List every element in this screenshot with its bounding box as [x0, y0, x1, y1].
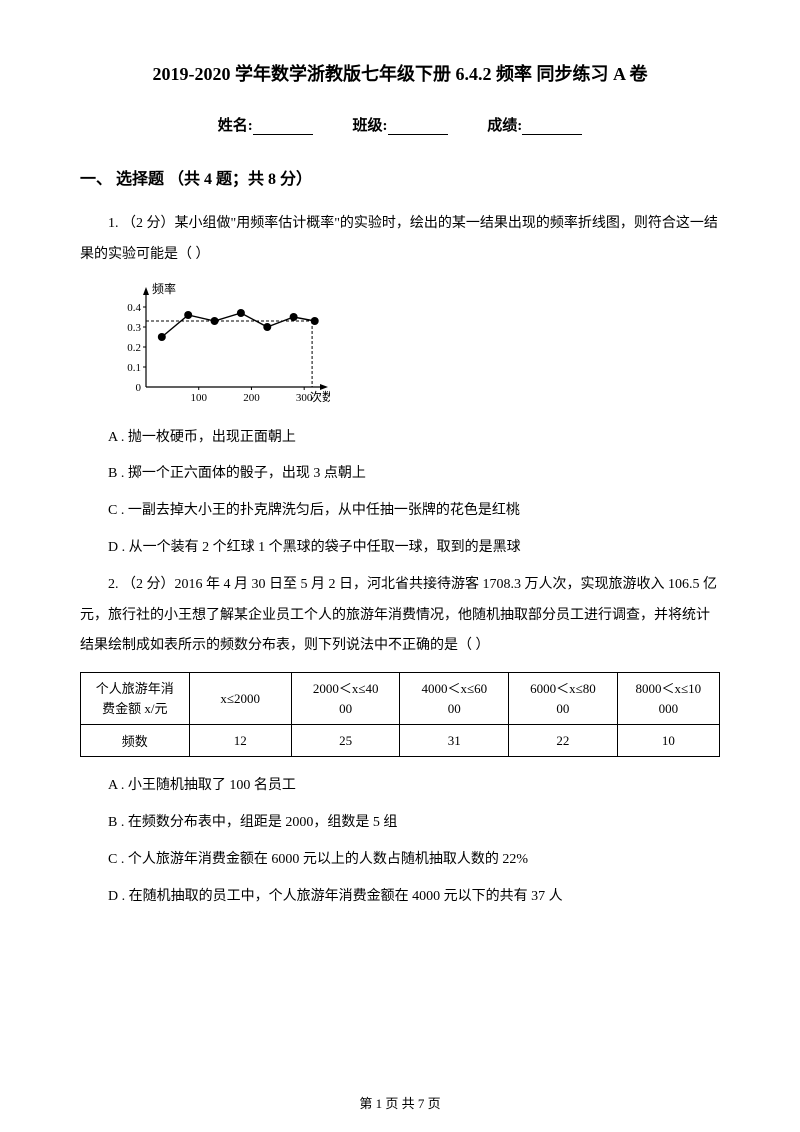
table-cell: 10	[617, 725, 719, 757]
class-blank[interactable]	[388, 121, 448, 135]
table-cell: 31	[400, 725, 509, 757]
svg-text:0.1: 0.1	[127, 362, 141, 374]
q2-frequency-table: 个人旅游年消费金额 x/元x≤20002000＜x≤40004000＜x≤600…	[80, 672, 720, 757]
q1-option-a: A . 抛一枚硬币，出现正面朝上	[80, 423, 720, 454]
page: 2019-2020 学年数学浙教版七年级下册 6.4.2 频率 同步练习 A 卷…	[0, 0, 800, 1132]
score-blank[interactable]	[522, 121, 582, 135]
table-header-cell: 2000＜x≤4000	[291, 673, 400, 725]
svg-text:0.4: 0.4	[127, 302, 141, 314]
svg-text:0.2: 0.2	[127, 342, 141, 354]
table-cell: 12	[189, 725, 291, 757]
table-header-cell: 个人旅游年消费金额 x/元	[81, 673, 190, 725]
score-field: 成绩:	[487, 114, 582, 135]
info-line: 姓名: 班级: 成绩:	[80, 114, 720, 135]
table-header-cell: 4000＜x≤6000	[400, 673, 509, 725]
svg-text:0: 0	[136, 382, 142, 394]
q1-option-b: B . 掷一个正六面体的骰子，出现 3 点朝上	[80, 459, 720, 490]
class-label: 班级:	[353, 118, 388, 134]
class-field: 班级:	[353, 114, 448, 135]
table-row-label: 频数	[81, 725, 190, 757]
name-field: 姓名:	[218, 114, 313, 135]
frequency-line-chart: 00.10.20.30.4100200300频率次数	[110, 279, 330, 409]
name-blank[interactable]	[253, 121, 313, 135]
table-header-cell: 8000＜x≤10000	[617, 673, 719, 725]
q1-option-c: C . 一副去掉大小王的扑克牌洗匀后，从中任抽一张牌的花色是红桃	[80, 496, 720, 527]
svg-text:0.3: 0.3	[127, 322, 141, 334]
table-cell: 25	[291, 725, 400, 757]
page-title: 2019-2020 学年数学浙教版七年级下册 6.4.2 频率 同步练习 A 卷	[80, 60, 720, 86]
q1-text: 1. （2 分）某小组做"用频率估计概率"的实验时，绘出的某一结果出现的频率折线…	[80, 209, 720, 271]
table-header-cell: 6000＜x≤8000	[509, 673, 618, 725]
svg-text:100: 100	[190, 392, 207, 404]
svg-text:次数: 次数	[310, 389, 330, 404]
name-label: 姓名:	[218, 118, 253, 134]
q2-option-b: B . 在频数分布表中，组距是 2000，组数是 5 组	[80, 808, 720, 839]
q2-option-c: C . 个人旅游年消费金额在 6000 元以上的人数占随机抽取人数的 22%	[80, 845, 720, 876]
q1-option-d: D . 从一个装有 2 个红球 1 个黑球的袋子中任取一球，取到的是黑球	[80, 533, 720, 564]
table-cell: 22	[509, 725, 618, 757]
q2-option-a: A . 小王随机抽取了 100 名员工	[80, 771, 720, 802]
page-footer: 第 1 页 共 7 页	[0, 1093, 800, 1112]
score-label: 成绩:	[487, 118, 522, 134]
q2-text: 2. （2 分）2016 年 4 月 30 日至 5 月 2 日，河北省共接待游…	[80, 570, 720, 662]
q1-chart: 00.10.20.30.4100200300频率次数	[110, 279, 720, 409]
svg-text:频率: 频率	[152, 281, 176, 296]
section-heading: 一、 选择题 （共 4 题；共 8 分）	[80, 165, 720, 189]
svg-text:200: 200	[243, 392, 260, 404]
table-header-cell: x≤2000	[189, 673, 291, 725]
q2-option-d: D . 在随机抽取的员工中，个人旅游年消费金额在 4000 元以下的共有 37 …	[80, 882, 720, 913]
